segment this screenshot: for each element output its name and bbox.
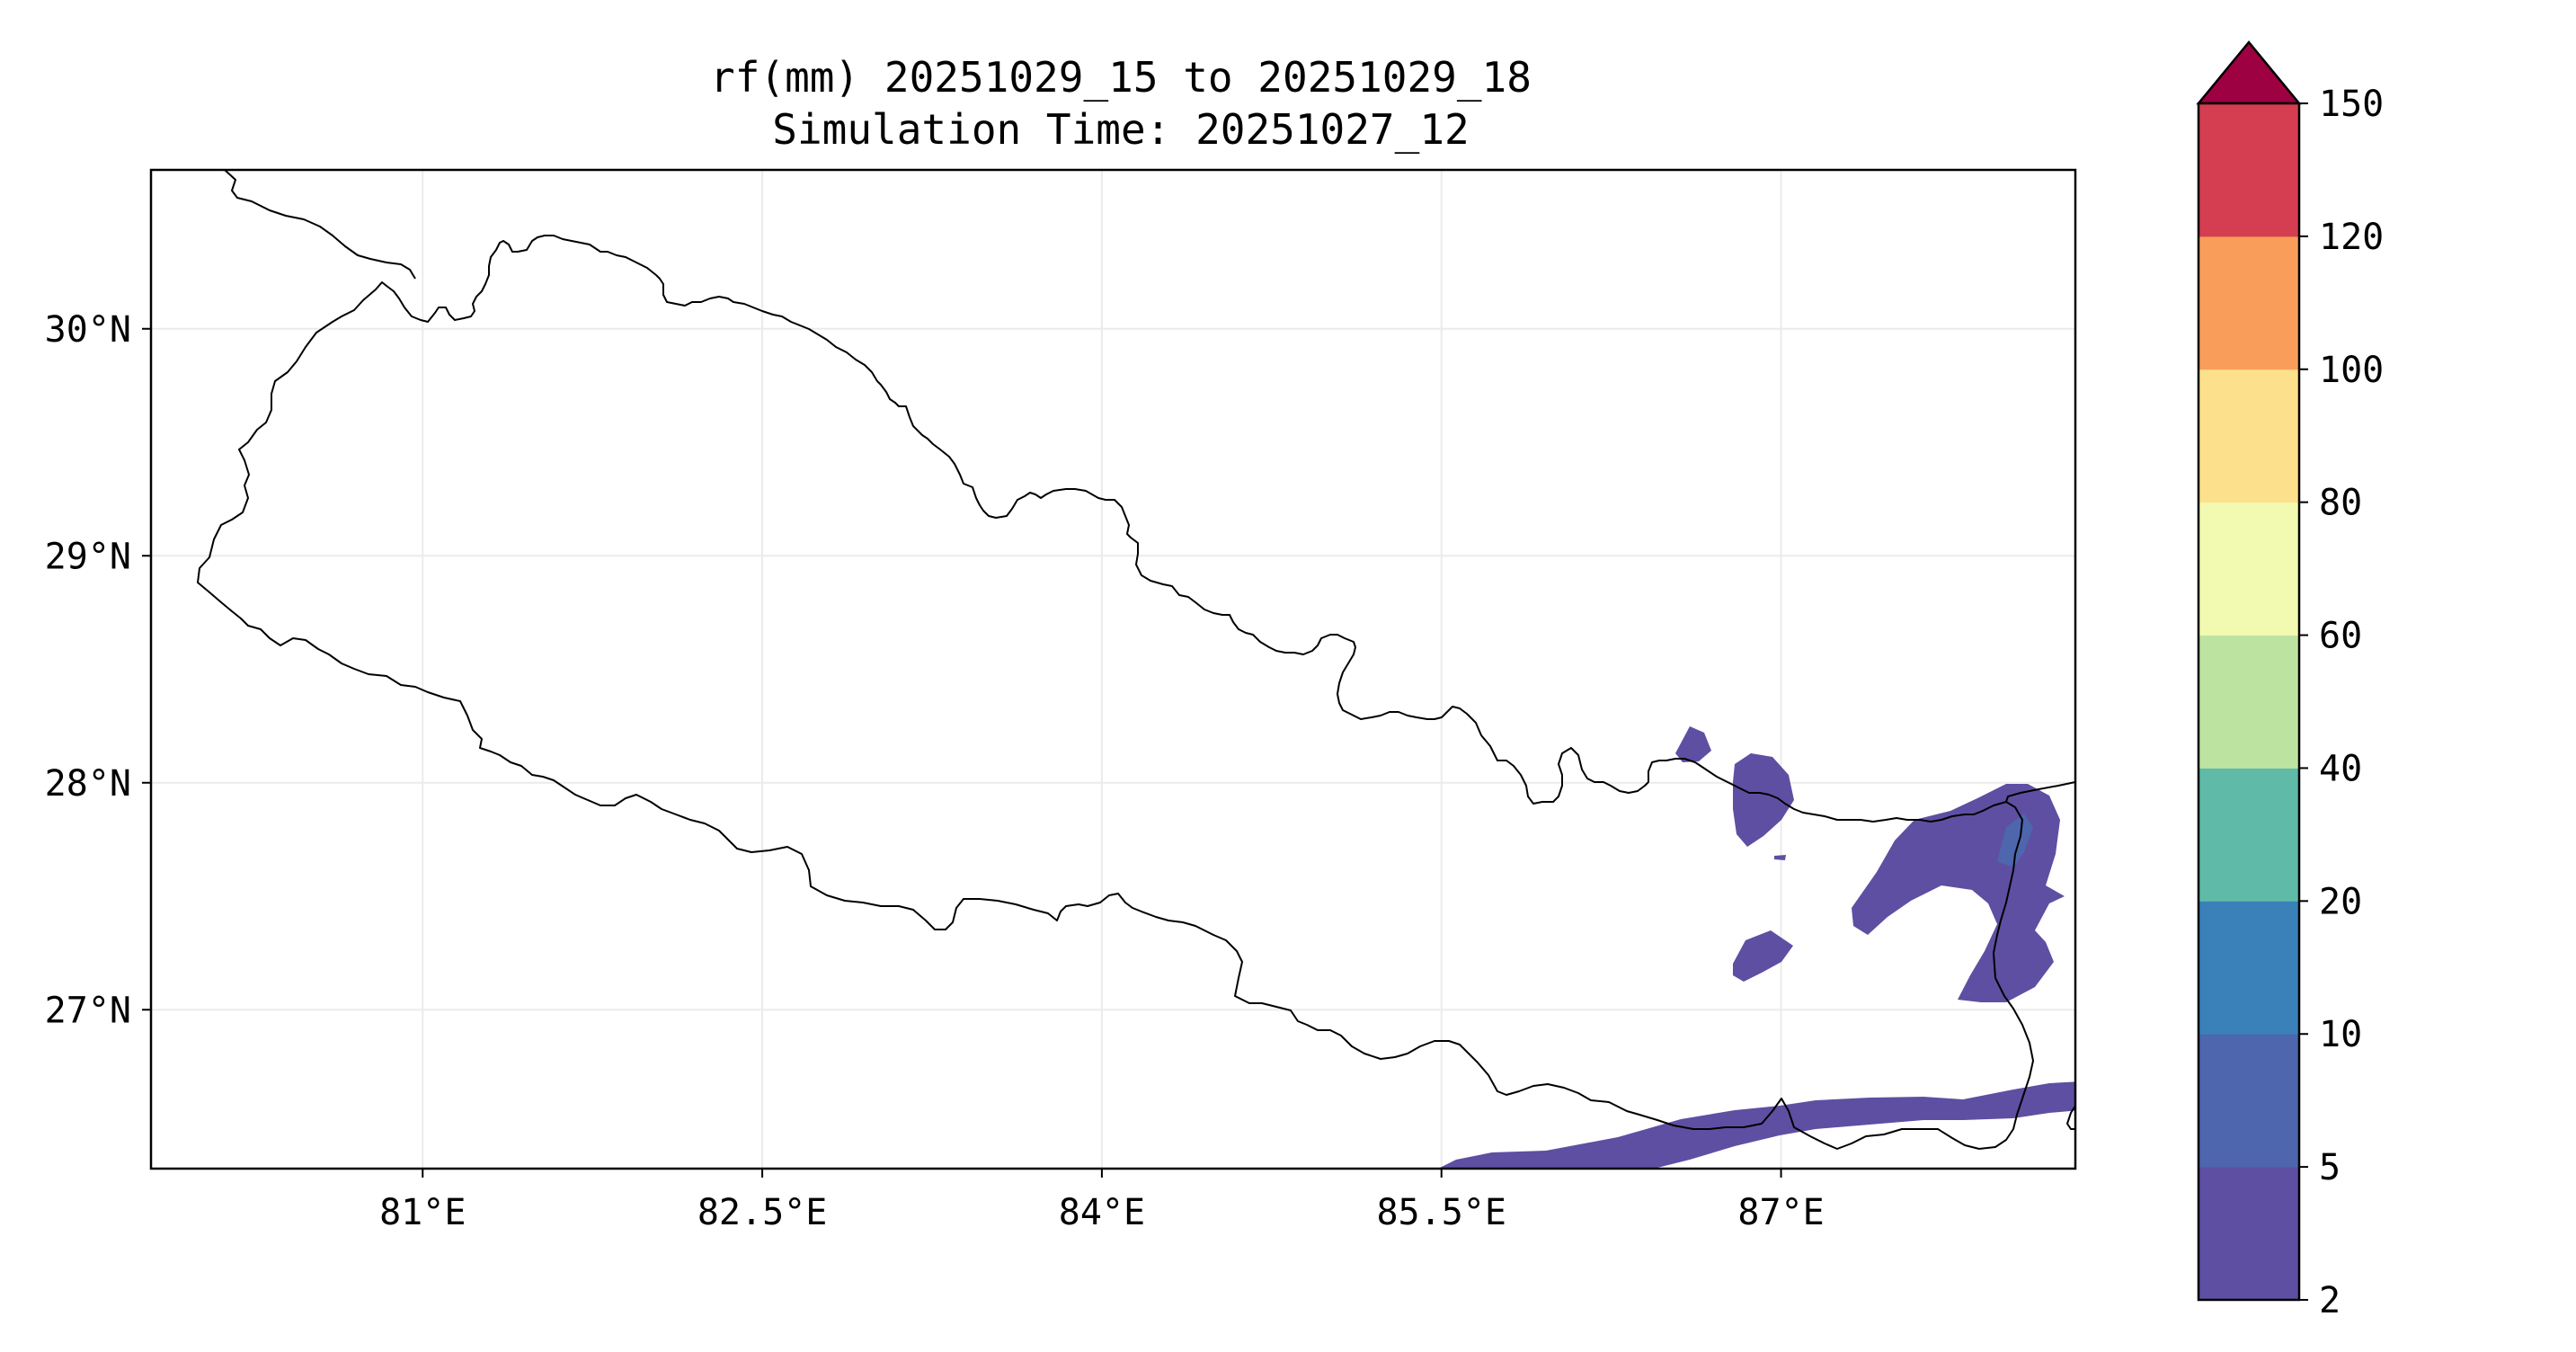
country-borders: [197, 170, 2075, 1150]
rain-blob-north-1: [1675, 726, 1711, 762]
colorbar-tick-label: 40: [2319, 748, 2362, 789]
x-tick-label: 82.5°E: [697, 1192, 828, 1233]
rain-blob-east-inner: [1997, 814, 2033, 867]
title-line-1: rf(mm) 20251029_15 to 20251029_18: [710, 53, 1532, 102]
y-tick-label: 30°N: [45, 309, 131, 351]
colorbar-segment: [2198, 502, 2299, 636]
colorbar-tick-label: 100: [2319, 350, 2384, 391]
gridlines: [151, 170, 2075, 1169]
x-axis-ticks: 81°E 82.5°E 84°E 85.5°E 87°E: [379, 1169, 1825, 1233]
colorbar-segment: [2198, 901, 2299, 1035]
border-bangladesh-corner: [2066, 1105, 2075, 1130]
x-tick-label: 87°E: [1737, 1192, 1824, 1233]
map-frame: [149, 168, 2077, 1170]
rain-blob-north-2: [1733, 753, 1794, 847]
colorbar-tick-label: 2: [2319, 1280, 2341, 1321]
x-tick-label: 84°E: [1059, 1192, 1145, 1233]
colorbar-tick-label: 20: [2319, 881, 2362, 922]
colorbar-segment: [2198, 768, 2299, 902]
x-tick-label: 85.5°E: [1376, 1192, 1506, 1233]
colorbar-segment: [2198, 1034, 2299, 1168]
colorbar-tick-label: 60: [2319, 616, 2362, 657]
colorbar-extend-max: [2196, 40, 2302, 105]
rain-blob-speck: [1774, 855, 1786, 860]
colorbar-tick-label: 150: [2319, 84, 2384, 125]
colorbar-segment: [2198, 103, 2299, 237]
y-tick-label: 27°N: [45, 990, 131, 1031]
x-tick-label: 81°E: [379, 1192, 466, 1233]
y-axis-ticks: 30°N 29°N 28°N 27°N: [45, 309, 151, 1031]
y-tick-label: 29°N: [45, 536, 131, 577]
border-india-east: [2005, 781, 2075, 803]
colorbar-segment: [2198, 236, 2299, 370]
colorbar-segment: [2198, 369, 2299, 503]
colorbar-segment: [2198, 1167, 2299, 1301]
colorbar-tick-label: 120: [2319, 217, 2384, 258]
colorbar-tick-label: 5: [2319, 1147, 2341, 1188]
map-panel: 81°E 82.5°E 84°E 85.5°E 87°E 30°N 29°N 28°N 27°…: [45, 168, 2077, 1233]
colorbar-segment: [2198, 635, 2299, 769]
border-tibet-west: [224, 170, 416, 280]
rain-blob-south-mid: [1733, 930, 1793, 982]
colorbar-tick-label: 80: [2319, 483, 2362, 524]
title-line-2: Simulation Time: 20251027_12: [772, 105, 1469, 154]
map-background: [151, 170, 2075, 1169]
nepal-border: [197, 235, 2034, 1150]
colorbar-tick-label: 10: [2319, 1014, 2362, 1055]
colorbar-frame: [2197, 102, 2301, 1302]
y-tick-label: 28°N: [45, 763, 131, 805]
colorbar: 2 5 10 20 40 60 80 100 120 150: [2196, 40, 2384, 1321]
